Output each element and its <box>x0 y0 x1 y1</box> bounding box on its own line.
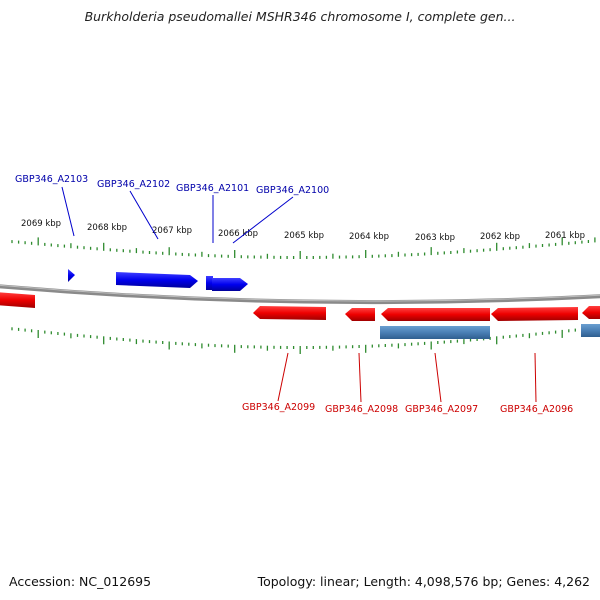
scale-label-2066: 2066 kbp <box>218 229 258 239</box>
gene-label-a2102[interactable]: GBP346_A2102 <box>97 179 170 190</box>
chromosome-backbone <box>0 284 600 305</box>
gene-arrow-forward[interactable] <box>68 269 75 282</box>
scale-label-2069: 2069 kbp <box>21 219 61 229</box>
scale-label-2064: 2064 kbp <box>349 232 389 242</box>
rna-feature[interactable] <box>581 324 600 337</box>
gene-arrow-reverse[interactable] <box>491 307 578 321</box>
scale-label-2062: 2062 kbp <box>480 232 520 242</box>
forward-gene-labels: GBP346_A2103 GBP346_A2102 GBP346_A2101 G… <box>15 174 329 196</box>
scale-label-2067: 2067 kbp <box>152 226 192 236</box>
accession-text: Accession: NC_012695 <box>9 574 152 589</box>
scale-ticks-bottom <box>11 326 596 354</box>
genome-summary-text: Topology: linear; Length: 4,098,576 bp; … <box>257 574 590 589</box>
gene-arrow-reverse[interactable] <box>345 308 375 321</box>
scale-ticks-top <box>11 237 596 259</box>
scale-labels: 2069 kbp 2068 kbp 2067 kbp 2066 kbp 2065… <box>21 219 585 243</box>
gene-arrow-reverse[interactable] <box>0 292 35 308</box>
gene-arrow-reverse[interactable] <box>582 306 600 319</box>
gene-arrow-reverse[interactable] <box>381 308 490 321</box>
scale-label-2063: 2063 kbp <box>415 233 455 243</box>
chromosome-backbone-highlight <box>0 284 600 302</box>
gene-arrow-forward[interactable] <box>206 276 213 290</box>
scale-label-2061: 2061 kbp <box>545 231 585 241</box>
gene-arrow-reverse[interactable] <box>253 306 326 320</box>
rna-feature[interactable] <box>380 326 490 339</box>
reverse-gene-labels: GBP346_A2099 GBP346_A2098 GBP346_A2097 G… <box>242 402 573 415</box>
forward-strand-genes <box>68 269 248 291</box>
reverse-label-leaders <box>277 352 537 403</box>
gene-label-a2098[interactable]: GBP346_A2098 <box>325 404 398 415</box>
gene-label-a2096[interactable]: GBP346_A2096 <box>500 404 573 415</box>
reverse-strand-genes <box>0 292 600 321</box>
forward-label-leaders <box>61 186 294 244</box>
map-title: Burkholderia pseudomallei MSHR346 chromo… <box>84 9 516 24</box>
gene-label-a2099[interactable]: GBP346_A2099 <box>242 402 315 413</box>
gene-label-a2103[interactable]: GBP346_A2103 <box>15 174 88 185</box>
gene-arrow-forward[interactable] <box>116 272 198 288</box>
scale-label-2068: 2068 kbp <box>87 223 127 233</box>
gene-arrow-forward[interactable] <box>212 278 248 291</box>
gene-label-a2100[interactable]: GBP346_A2100 <box>256 185 329 196</box>
scale-label-2065: 2065 kbp <box>284 231 324 241</box>
gene-label-a2101[interactable]: GBP346_A2101 <box>176 183 249 194</box>
rna-features <box>380 324 600 339</box>
gene-label-a2097[interactable]: GBP346_A2097 <box>405 404 478 415</box>
